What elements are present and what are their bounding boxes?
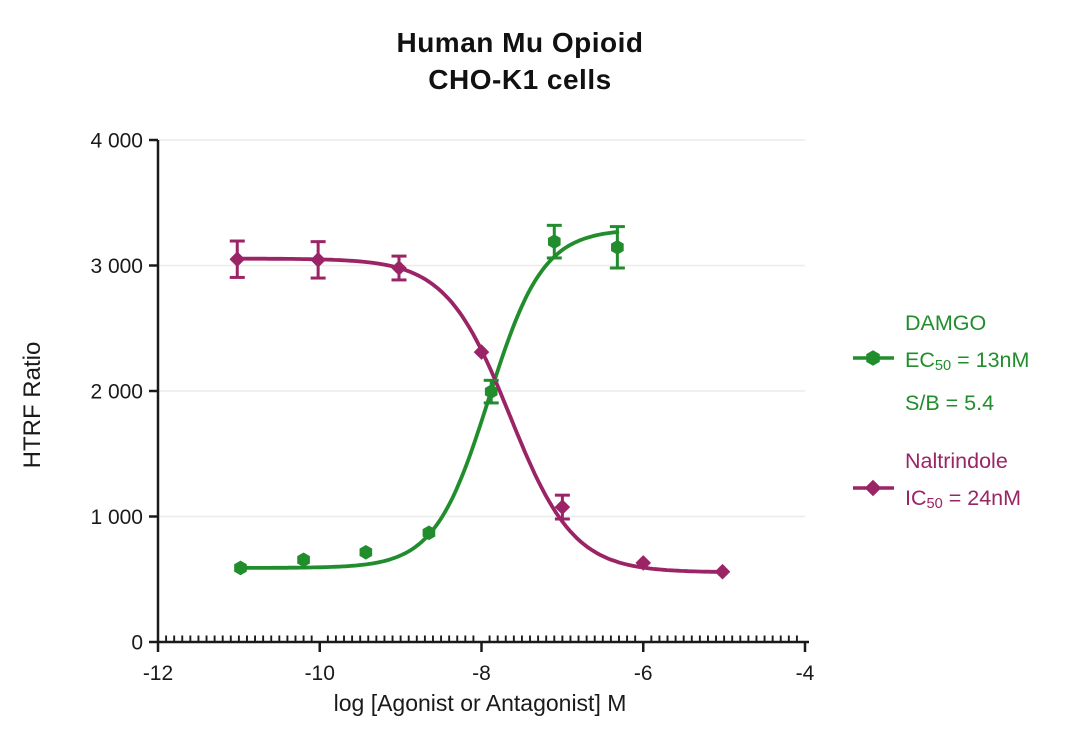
legend-marker-naltrindole-icon [853, 479, 894, 497]
x-tick-label: -6 [634, 662, 653, 685]
data-point [635, 555, 652, 571]
data-point [554, 499, 571, 515]
chart-title: Human Mu Opioid CHO-K1 cells [0, 24, 1040, 98]
points-damgo [234, 234, 624, 576]
x-tick-label: -10 [305, 662, 335, 685]
y-gridlines [159, 139, 805, 518]
data-point [547, 234, 561, 249]
curve-naltrindole [235, 256, 725, 574]
data-point [229, 251, 246, 268]
legend-hexagon-icon [866, 350, 880, 366]
legend-damgo-value: EC50 = 13nM [905, 348, 1030, 375]
legend-naltrindole-title: Naltrindole [905, 449, 1008, 474]
data-point [234, 560, 247, 576]
data-point [391, 260, 407, 276]
fit-curves [235, 230, 725, 574]
chart-title-line1: Human Mu Opioid [396, 27, 644, 58]
y-tick-label: 4 000 [90, 130, 143, 153]
x-axis-label: log [Agonist or Antagonist] M [333, 690, 627, 716]
data-point [714, 563, 731, 580]
data-point [359, 544, 373, 560]
error-bars [229, 223, 625, 521]
legend-damgo-title: DAMGO [905, 311, 987, 335]
y-tick-label: 3 000 [90, 255, 143, 278]
data-point [310, 252, 326, 268]
x-tick-label: -12 [143, 662, 173, 685]
legend-marker-damgo-icon [853, 350, 894, 366]
y-ticks: 0 1 000 2 000 3 000 4 000 [90, 130, 158, 655]
points-naltrindole [229, 251, 731, 580]
data-point [484, 384, 498, 399]
x-minor-ticks [165, 635, 798, 641]
legend-damgo-sb: S/B = 5.4 [905, 391, 995, 416]
y-tick-label: 2 000 [90, 381, 143, 404]
y-tick-label: 1 000 [90, 506, 143, 529]
data-point [611, 240, 624, 255]
legend-diamond-icon [864, 479, 882, 497]
legend: DAMGO EC50 = 13nM S/B = 5.4 Naltrindole … [852, 305, 1029, 523]
legend-naltrindole: Naltrindole IC50 = 24nM [852, 443, 1029, 523]
chart-title-line2: CHO-K1 cells [428, 64, 612, 95]
y-tick-label: 0 [131, 632, 143, 655]
data-point [297, 552, 310, 568]
x-tick-label: -4 [796, 662, 815, 685]
x-tick-label: -8 [472, 662, 491, 685]
x-ticks: -12 -10 -8 -6 -4 [143, 642, 815, 685]
legend-naltrindole-value: IC50 = 24nM [905, 486, 1022, 513]
legend-damgo: DAMGO EC50 = 13nM S/B = 5.4 [852, 305, 1029, 422]
data-point [422, 525, 436, 541]
data-point [473, 344, 490, 360]
